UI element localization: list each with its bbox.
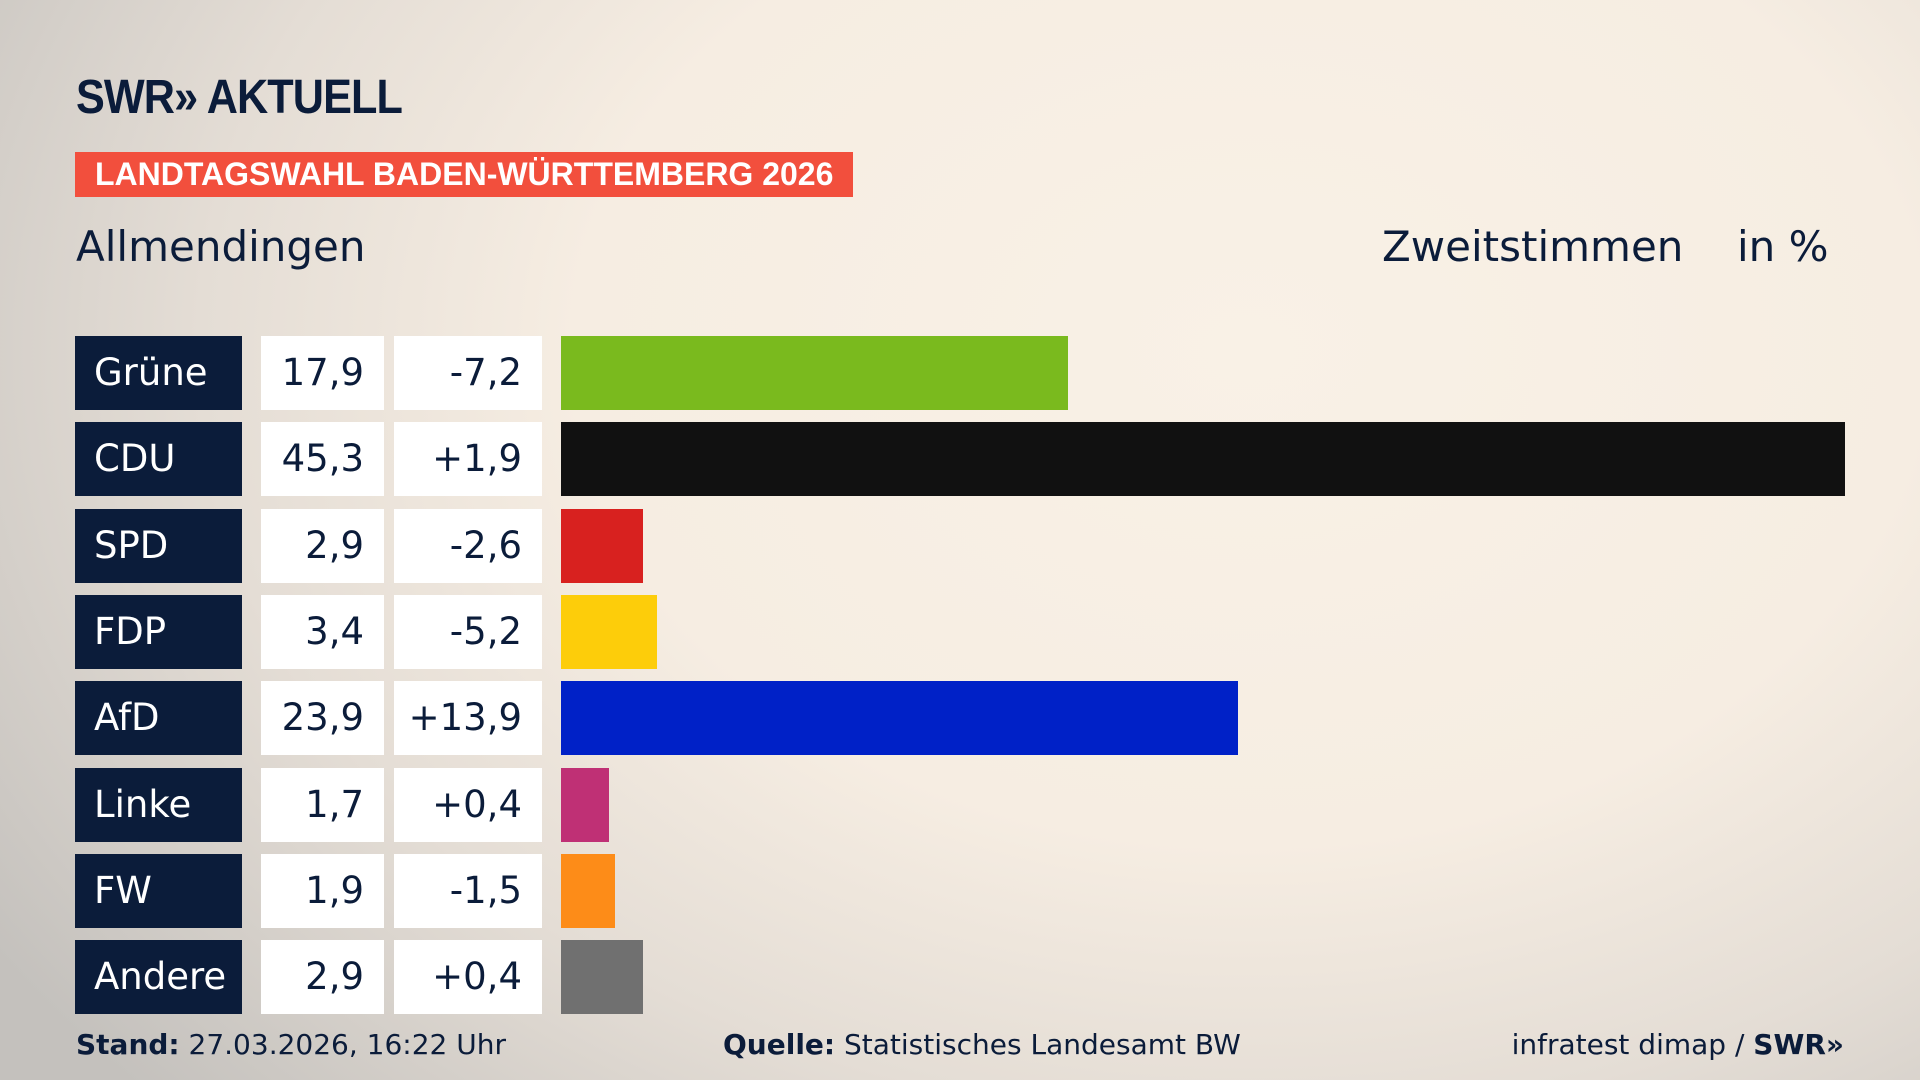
vote-change: +13,9	[394, 681, 542, 756]
credit: infratest dimap / SWR»	[1512, 1028, 1844, 1061]
vote-change: -5,2	[394, 594, 542, 669]
vote-share: 2,9	[261, 940, 384, 1015]
party-name: Grüne	[75, 336, 242, 410]
vote-change: -7,2	[394, 336, 542, 410]
party-name: Andere	[75, 940, 242, 1015]
party-name: AfD	[75, 681, 242, 756]
swr-logo: SWR»	[1753, 1028, 1844, 1061]
bar-andere	[561, 940, 644, 1015]
party-name: FW	[75, 853, 242, 928]
vote-change: +0,4	[394, 767, 542, 842]
party-name: SPD	[75, 508, 242, 583]
vote-change: -2,6	[394, 508, 542, 583]
timestamp: Stand: 27.03.2026, 16:22 Uhr	[76, 1028, 506, 1061]
election-banner: LANDTAGSWAHL BADEN-WÜRTTEMBERG 2026	[75, 152, 854, 197]
bar-spd	[561, 508, 644, 583]
stand-label: Stand:	[76, 1028, 180, 1061]
vote-share: 45,3	[261, 422, 384, 497]
vote-share: 17,9	[261, 336, 384, 410]
measure-label: Zweitstimmen	[1382, 222, 1684, 271]
source: Quelle: Statistisches Landesamt BW	[723, 1028, 1241, 1061]
credit-text: infratest dimap /	[1511, 1028, 1754, 1061]
source-label: Quelle:	[723, 1028, 836, 1061]
vote-share: 2,9	[261, 508, 384, 583]
bar-cdu	[561, 422, 1845, 497]
vote-change: -1,5	[394, 853, 542, 928]
vote-share: 1,9	[261, 853, 384, 928]
party-name: CDU	[75, 422, 242, 497]
bar-grüne	[561, 336, 1069, 410]
region-title: Allmendingen	[76, 222, 366, 271]
vote-share: 3,4	[261, 594, 384, 669]
vote-change: +1,9	[394, 422, 542, 497]
source-value: Statistisches Landesamt BW	[844, 1028, 1241, 1061]
vote-change: +0,4	[394, 940, 542, 1015]
bar-afd	[561, 681, 1239, 756]
bar-fw	[561, 853, 615, 928]
unit-label: in %	[1737, 222, 1829, 271]
swr-aktuell-logo: SWR» AKTUELL	[76, 71, 403, 124]
party-name: FDP	[75, 594, 242, 669]
bar-fdp	[561, 594, 658, 669]
stand-value: 27.03.2026, 16:22 Uhr	[188, 1028, 506, 1061]
vote-share: 1,7	[261, 767, 384, 842]
bar-linke	[561, 767, 610, 842]
vote-share: 23,9	[261, 681, 384, 756]
party-name: Linke	[75, 767, 242, 842]
